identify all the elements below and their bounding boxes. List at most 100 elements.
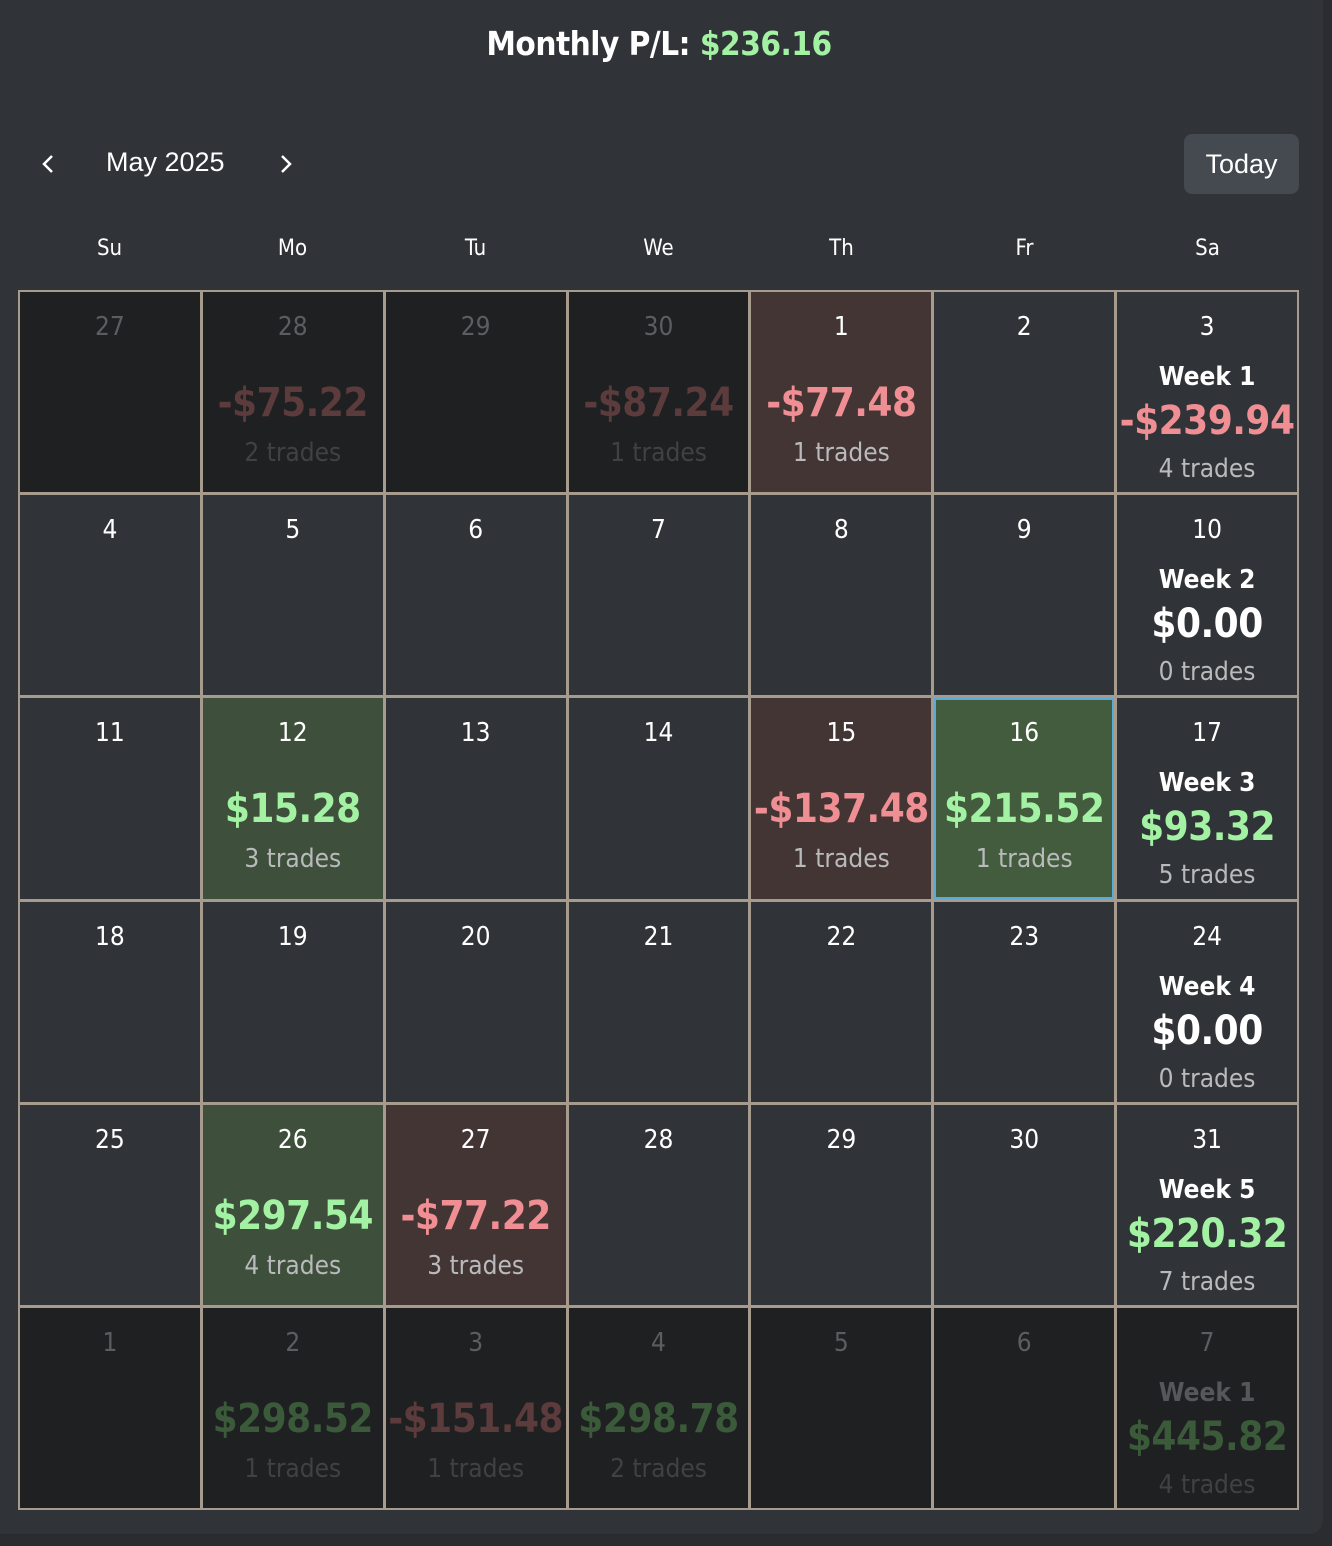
day-number: 28	[643, 1124, 674, 1155]
calendar-day-cell[interactable]: 22	[751, 901, 932, 1102]
calendar-day-cell[interactable]: 23	[934, 901, 1115, 1102]
day-number: 1	[833, 312, 849, 342]
day-number: 4	[651, 1327, 666, 1358]
day-number: 22	[826, 921, 857, 952]
week-label: Week 1	[1158, 1377, 1256, 1408]
calendar-day-cell[interactable]: 29	[385, 292, 566, 493]
day-number: 9	[1016, 515, 1032, 546]
day-trade-count: 1 trades	[792, 844, 890, 875]
today-button[interactable]: Today	[1184, 134, 1299, 194]
week-summary-cell[interactable]: 7 Week 1 $445.82 4 trades	[1117, 1307, 1297, 1508]
day-trade-count: 3 trades	[427, 1250, 525, 1281]
calendar-day-cell[interactable]: 28	[568, 1104, 749, 1305]
week-pl-amount: $93.32	[1139, 804, 1275, 851]
day-number: 23	[1009, 921, 1040, 952]
week-trade-count: 0 trades	[1158, 657, 1256, 688]
day-number: 29	[826, 1124, 857, 1155]
week-summary-cell[interactable]: 17 Week 3 $93.32 5 trades	[1117, 698, 1297, 899]
calendar-day-cell[interactable]: 6	[385, 495, 566, 696]
calendar-day-cell[interactable]: 1	[20, 1307, 200, 1508]
week-summary-cell[interactable]: 31 Week 5 $220.32 7 trades	[1117, 1104, 1297, 1305]
day-number: 27	[460, 1124, 491, 1155]
day-pl-amount: $297.54	[212, 1192, 374, 1239]
day-number: 30	[643, 312, 674, 342]
day-trade-count: 1 trades	[975, 844, 1073, 875]
day-number: 28	[277, 312, 308, 342]
next-month-button[interactable]	[268, 146, 304, 182]
calendar-day-cell[interactable]: 20	[385, 901, 566, 1102]
day-pl-amount: $15.28	[224, 786, 361, 833]
day-number: 21	[643, 921, 674, 952]
week-pl-amount: $445.82	[1126, 1413, 1288, 1460]
calendar-day-cell[interactable]: 30 -$87.24 1 trades	[568, 292, 749, 493]
calendar-day-cell[interactable]: 16 $215.52 1 trades	[934, 698, 1115, 899]
weekday-label: Su	[96, 236, 123, 261]
monthly-pl-value: $236.16	[699, 24, 832, 63]
calendar-day-cell[interactable]: 28 -$75.22 2 trades	[202, 292, 383, 493]
calendar-day-cell[interactable]: 4	[20, 495, 200, 696]
day-number: 31	[1192, 1124, 1222, 1155]
calendar-day-cell[interactable]: 9	[934, 495, 1115, 696]
week-pl-amount: $220.32	[1126, 1210, 1288, 1257]
weekday-label: We	[643, 236, 674, 261]
weekday-label: Sa	[1195, 236, 1220, 261]
day-number: 7	[1199, 1327, 1215, 1358]
week-label: Week 4	[1158, 971, 1256, 1002]
calendar-day-cell[interactable]: 15 -$137.48 1 trades	[751, 698, 932, 899]
calendar-day-cell[interactable]: 4 $298.78 2 trades	[568, 1307, 749, 1508]
calendar-day-cell[interactable]: 6	[934, 1307, 1115, 1508]
weekday-label: Mo	[277, 236, 308, 261]
calendar-day-cell[interactable]: 18	[20, 901, 200, 1102]
calendar-day-cell[interactable]: 13	[385, 698, 566, 899]
calendar-day-cell[interactable]: 19	[202, 901, 383, 1102]
chevron-left-icon	[42, 155, 53, 173]
week-trade-count: 7 trades	[1158, 1266, 1256, 1297]
prev-month-button[interactable]	[30, 146, 66, 182]
calendar-day-cell[interactable]: 3 -$151.48 1 trades	[385, 1307, 566, 1508]
week-summary-cell[interactable]: 10 Week 2 $0.00 0 trades	[1117, 495, 1297, 696]
day-trade-count: 1 trades	[792, 438, 890, 468]
calendar-day-cell[interactable]: 2 $298.52 1 trades	[202, 1307, 383, 1508]
day-number: 12	[277, 718, 308, 749]
calendar-day-cell[interactable]: 21	[568, 901, 749, 1102]
calendar-day-cell[interactable]: 30	[934, 1104, 1115, 1305]
calendar-day-cell[interactable]: 5	[751, 1307, 932, 1508]
calendar-day-cell[interactable]: 11	[20, 698, 200, 899]
day-number: 24	[1192, 921, 1222, 952]
day-trade-count: 1 trades	[244, 1453, 342, 1484]
day-pl-amount: -$87.24	[583, 380, 734, 426]
calendar-day-cell[interactable]: 1 -$77.48 1 trades	[751, 292, 932, 493]
calendar-day-cell[interactable]: 5	[202, 495, 383, 696]
calendar-day-cell[interactable]: 26 $297.54 4 trades	[202, 1104, 383, 1305]
day-number: 14	[643, 718, 674, 749]
weekday-header: Su Mo Tu We Th Fr Sa	[18, 236, 1299, 268]
day-number: 8	[833, 515, 849, 546]
calendar-day-cell[interactable]: 27 -$77.22 3 trades	[385, 1104, 566, 1305]
day-pl-amount: -$151.48	[388, 1395, 564, 1442]
day-number: 4	[102, 515, 118, 546]
day-number: 13	[460, 718, 491, 749]
calendar-day-cell[interactable]: 29	[751, 1104, 932, 1305]
week-summary-cell[interactable]: 3 Week 1 -$239.94 4 trades	[1117, 292, 1297, 493]
calendar-day-cell[interactable]: 2	[934, 292, 1115, 493]
day-number: 3	[468, 1327, 484, 1358]
day-pl-amount: -$77.48	[766, 380, 917, 426]
day-number: 3	[1199, 312, 1215, 342]
day-number: 16	[1009, 718, 1040, 749]
monthly-pl-label: Monthly P/L:	[486, 24, 700, 63]
week-pl-amount: -$239.94	[1119, 398, 1295, 444]
calendar-day-cell[interactable]: 7	[568, 495, 749, 696]
day-number: 11	[95, 718, 125, 749]
calendar-day-cell[interactable]: 12 $15.28 3 trades	[202, 698, 383, 899]
day-trade-count: 1 trades	[610, 438, 707, 468]
weekday-label: Th	[829, 236, 854, 261]
calendar-day-cell[interactable]: 25	[20, 1104, 200, 1305]
day-number: 5	[285, 515, 301, 546]
week-summary-cell[interactable]: 24 Week 4 $0.00 0 trades	[1117, 901, 1297, 1102]
calendar-day-cell[interactable]: 8	[751, 495, 932, 696]
calendar-day-cell[interactable]: 14	[568, 698, 749, 899]
week-label: Week 3	[1158, 768, 1256, 799]
day-number: 30	[1009, 1124, 1040, 1155]
calendar-day-cell[interactable]: 27	[20, 292, 200, 493]
